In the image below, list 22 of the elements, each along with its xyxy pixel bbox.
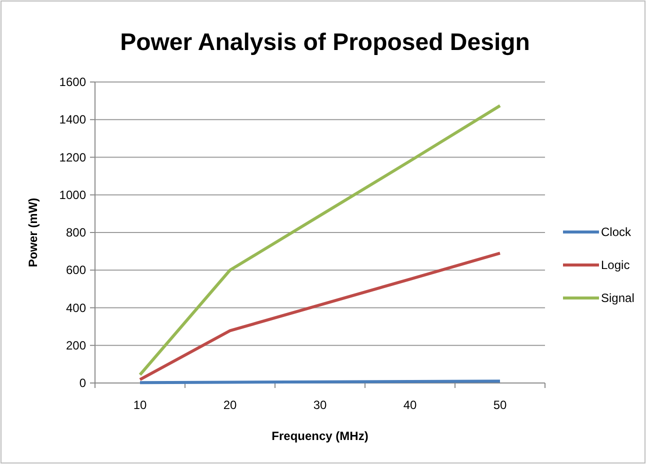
chart-title: Power Analysis of Proposed Design [120, 29, 530, 56]
y-tick-label: 600 [66, 263, 86, 278]
y-tick-label: 1400 [59, 112, 86, 127]
y-tick-label: 400 [66, 300, 86, 315]
y-tick-label: 0 [79, 376, 86, 390]
x-tick-label: 30 [313, 398, 327, 412]
y-tick-label: 800 [66, 226, 86, 240]
x-tick-label: 20 [223, 398, 237, 412]
y-tick-label: 1000 [59, 188, 86, 202]
y-tick-label: 1200 [59, 150, 86, 164]
legend-label: Signal [601, 291, 634, 305]
line-series [138, 104, 502, 376]
y-axis-title: Power (mW) [26, 198, 40, 268]
x-tick-label: 10 [133, 398, 147, 412]
x-tick-label: 50 [493, 398, 507, 412]
y-tick-label: 200 [66, 338, 86, 352]
y-tick-label: 1600 [59, 75, 86, 89]
x-axis-title: Frequency (MHz) [272, 429, 368, 443]
line-series [138, 252, 502, 382]
legend-label: Logic [601, 258, 630, 272]
x-tick-label: 40 [403, 398, 417, 412]
legend-label: Clock [601, 225, 632, 239]
